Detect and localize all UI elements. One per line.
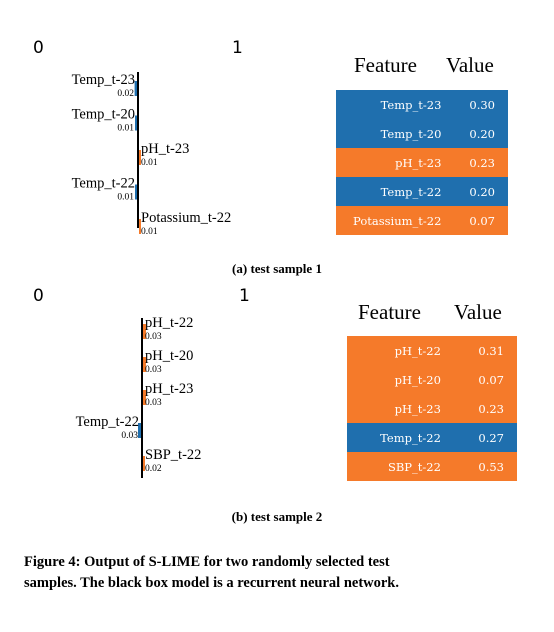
panel-a: 0 1 Temp_t-23 0.02 Temp_t-20 0.01 pH_t-23 0.0… — [0, 0, 554, 276]
value-label: 0.03 — [145, 365, 162, 375]
table-row: pH_t-23 0.23 — [336, 148, 508, 177]
table-cell-feature: SBP_t-22 — [387, 459, 441, 474]
feature-label: pH_t-23 — [145, 381, 193, 397]
feature-label: Temp_t-23 — [72, 72, 135, 88]
table-cell-value: 0.27 — [478, 430, 504, 445]
table-cell-feature: pH_t-23 — [395, 155, 442, 170]
table-cell-value: 0.53 — [478, 459, 504, 474]
table-cell-feature: Temp_t-22 — [380, 430, 441, 445]
table-cell-value: 0.07 — [478, 372, 504, 387]
value-label: 0.01 — [117, 124, 134, 134]
subcaption-a: (a) test sample 1 — [232, 261, 322, 276]
bar-Temp_t-20 — [135, 115, 137, 131]
value-label: 0.01 — [141, 158, 158, 168]
bar-Temp_t-22 — [138, 423, 141, 438]
table-row: Temp_t-22 0.27 — [347, 423, 517, 452]
table-cell-feature: Temp_t-23 — [380, 97, 442, 112]
table-cell-feature: Temp_t-20 — [380, 126, 442, 141]
class-label-1: 1 — [239, 286, 250, 306]
table-header-a: Feature Value — [354, 53, 494, 78]
value-label: 0.03 — [145, 398, 162, 408]
table-header-value: Value — [454, 300, 502, 324]
feature-label: Temp_t-22 — [76, 414, 139, 430]
table-row: Temp_t-23 0.30 — [336, 90, 508, 119]
panel-b: 0 1 pH_t-22 0.03 pH_t-20 0.03 pH_t-23 0.03 Tem… — [0, 278, 554, 524]
bar-SBP_t-22 — [143, 456, 145, 471]
table-cell-feature: pH_t-22 — [394, 343, 441, 358]
bar-pH_t-22 — [143, 324, 146, 339]
table-header-value: Value — [446, 53, 494, 77]
feature-table-b: pH_t-22 0.31 pH_t-20 0.07 pH_t-23 0.23 Temp_t-… — [347, 336, 517, 481]
table-cell-feature: pH_t-23 — [394, 401, 441, 416]
table-row: pH_t-20 0.07 — [347, 365, 517, 394]
figure-caption: Figure 4: Output of S-LIME for two rando… — [24, 552, 532, 594]
value-label: 0.02 — [117, 89, 134, 99]
table-row: pH_t-22 0.31 — [347, 336, 517, 365]
table-row: SBP_t-22 0.53 — [347, 452, 517, 481]
feature-label: Temp_t-20 — [72, 107, 135, 123]
table-row: Temp_t-22 0.20 — [336, 177, 508, 206]
bar-pH_t-23 — [143, 390, 146, 405]
feature-label: pH_t-20 — [145, 348, 193, 364]
table-cell-feature: Potassium_t-22 — [353, 213, 442, 228]
figure-caption-line-2: samples. The black box model is a recurr… — [24, 575, 399, 591]
bar-Temp_t-23 — [134, 81, 137, 96]
bar-chart-a: Temp_t-230.02Temp_t-200.01pH_t-230.01Tem… — [72, 72, 231, 237]
value-label: 0.01 — [141, 227, 158, 237]
feature-label: pH_t-22 — [145, 315, 193, 331]
table-cell-value: 0.23 — [469, 155, 495, 170]
class-label-1: 1 — [232, 38, 243, 58]
table-cell-feature: pH_t-20 — [394, 372, 441, 387]
table-row: Temp_t-20 0.20 — [336, 119, 508, 148]
bar-Potassium_t-22 — [139, 219, 141, 234]
bar-pH_t-20 — [143, 357, 146, 372]
feature-table-a: Temp_t-23 0.30 Temp_t-20 0.20 pH_t-23 0.23 Tem… — [336, 90, 508, 235]
bar-Temp_t-22 — [135, 184, 137, 200]
table-cell-value: 0.31 — [478, 343, 504, 358]
table-header-feature: Feature — [358, 300, 421, 324]
value-label: 0.01 — [117, 193, 134, 203]
table-cell-value: 0.20 — [469, 184, 495, 199]
table-row: pH_t-23 0.23 — [347, 394, 517, 423]
value-label: 0.03 — [121, 431, 138, 441]
feature-label: Potassium_t-22 — [141, 210, 231, 226]
subcaption-b: (b) test sample 2 — [231, 509, 323, 524]
table-cell-value: 0.07 — [469, 213, 495, 228]
class-label-0: 0 — [33, 38, 44, 58]
class-label-0: 0 — [33, 286, 44, 306]
feature-label: pH_t-23 — [141, 141, 189, 157]
table-header-b: Feature Value — [358, 300, 502, 325]
feature-label: SBP_t-22 — [145, 447, 201, 463]
feature-label: Temp_t-22 — [72, 176, 135, 192]
figure-caption-line-1: Figure 4: Output of S-LIME for two rando… — [24, 554, 390, 570]
table-row: Potassium_t-22 0.07 — [336, 206, 508, 235]
bar-pH_t-23 — [139, 150, 141, 165]
value-label: 0.02 — [145, 464, 162, 474]
bar-chart-b: pH_t-220.03pH_t-200.03pH_t-230.03Temp_t-… — [76, 315, 201, 478]
table-cell-value: 0.23 — [478, 401, 504, 416]
table-cell-value: 0.30 — [469, 97, 495, 112]
value-label: 0.03 — [145, 332, 162, 342]
table-cell-feature: Temp_t-22 — [380, 184, 442, 199]
table-cell-value: 0.20 — [469, 126, 495, 141]
table-header-feature: Feature — [354, 53, 417, 77]
